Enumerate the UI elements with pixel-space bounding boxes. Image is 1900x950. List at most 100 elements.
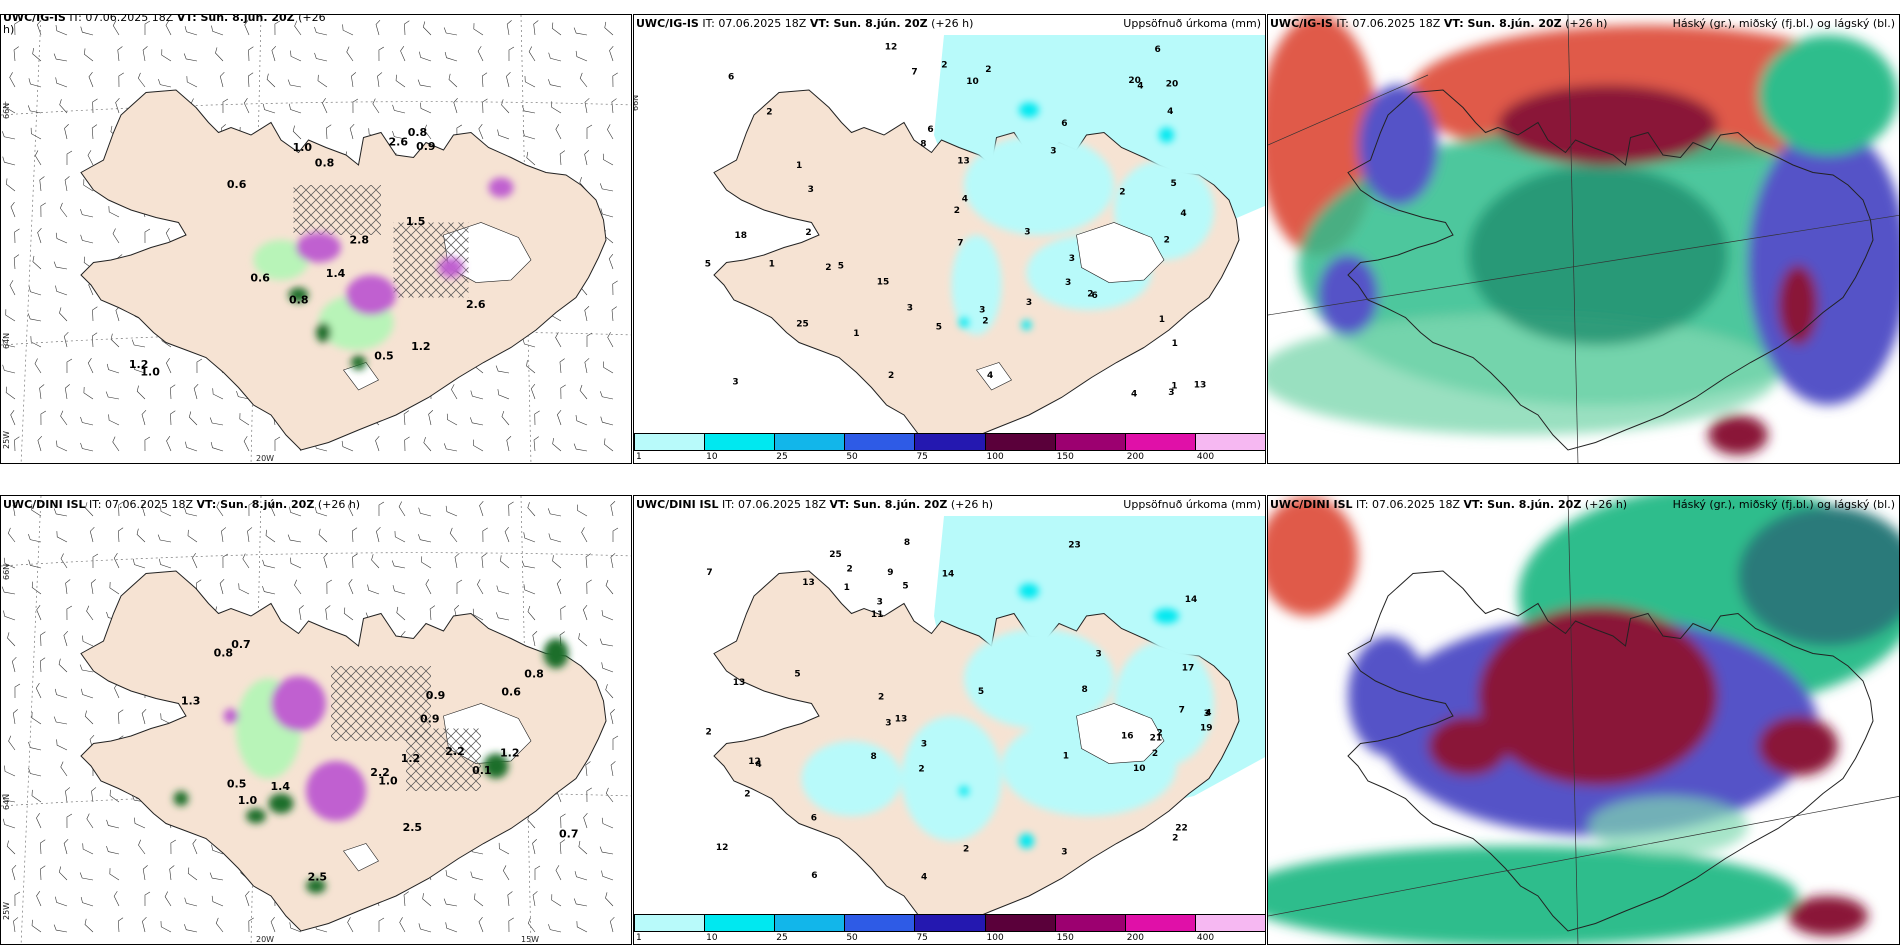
colorbar-tick: 25 xyxy=(776,452,788,462)
wind-barb xyxy=(584,358,590,374)
wind-barb xyxy=(551,894,562,907)
wind-barb xyxy=(248,501,255,517)
wind-barb xyxy=(603,361,614,374)
value-label: 3 xyxy=(808,185,814,195)
wind-barb xyxy=(80,896,94,907)
wind-barb xyxy=(349,123,355,140)
value-label: 1 xyxy=(769,259,775,269)
wind-barb xyxy=(211,25,224,36)
value-label: 2 xyxy=(1164,235,1170,245)
wind-barb xyxy=(82,635,94,647)
wind-barb xyxy=(375,435,380,452)
value-label: 17 xyxy=(1182,664,1195,674)
value-label: 2 xyxy=(941,60,947,70)
value-label: 6 xyxy=(811,813,817,823)
wind-barb xyxy=(9,72,16,88)
wind-barb xyxy=(473,439,484,452)
value-label: 2 xyxy=(888,371,894,381)
wind-barb xyxy=(605,892,614,907)
value-label: 5 xyxy=(936,322,942,332)
colorbar-box xyxy=(914,914,986,932)
colorbar-box xyxy=(1054,914,1126,932)
wind-barb xyxy=(245,890,250,907)
wind-barb xyxy=(1,586,16,595)
wind-barb xyxy=(30,336,42,348)
wind-barb xyxy=(109,868,120,881)
wind-barb xyxy=(607,332,614,348)
value-label: 0.8 xyxy=(524,667,544,680)
wind-barb xyxy=(298,605,304,621)
wind-barb xyxy=(165,20,172,36)
lat-label: 25W xyxy=(2,431,11,449)
wind-barb xyxy=(32,48,42,62)
panel-field-title: Uppsöfnuð úrkoma (mm) xyxy=(1123,498,1261,511)
wind-barb xyxy=(527,605,536,621)
value-label: 3 xyxy=(885,719,891,729)
wind-barb xyxy=(521,105,536,114)
value-label: 2.6 xyxy=(466,298,486,311)
wind-barb xyxy=(87,150,94,166)
wind-barb xyxy=(341,440,354,452)
wind-barb xyxy=(133,363,146,374)
value-label: 0.8 xyxy=(289,294,309,307)
wind-barb xyxy=(481,72,488,88)
wind-barb xyxy=(40,410,47,426)
wind-barb xyxy=(523,532,536,543)
wind-barb xyxy=(53,261,68,270)
lat-label: 66N xyxy=(634,95,640,111)
wind-barb xyxy=(287,534,302,543)
value-label: 0.8 xyxy=(315,156,335,169)
colorbar-tick: 200 xyxy=(1126,452,1144,462)
lat-label: 64N xyxy=(2,794,11,810)
wind-barb xyxy=(142,916,147,933)
wind-barb xyxy=(378,46,385,62)
colorbar-box xyxy=(914,433,986,451)
wind-barb xyxy=(292,125,302,140)
wind-barb xyxy=(501,99,510,114)
value-label: 4 xyxy=(1167,107,1173,117)
cloud-panel-dini: UWC/DINI ISL IT: 07.06.2025 18Z VT: Sun.… xyxy=(1267,495,1900,945)
wind-barb xyxy=(105,391,120,400)
wind-barb xyxy=(573,898,588,907)
wind-barb xyxy=(602,153,614,166)
colorbar-box xyxy=(1194,433,1265,451)
lon-label: 15W xyxy=(521,935,539,944)
wind-map: 0.50.80.70.71.21.02.51.41.32.22.22.51.00… xyxy=(1,496,631,944)
value-label: 12 xyxy=(716,843,729,853)
wind-barb xyxy=(500,555,510,569)
value-label: 0.6 xyxy=(250,272,270,285)
value-label: 2 xyxy=(963,845,969,855)
wind-barb xyxy=(504,526,510,543)
value-label: 2 xyxy=(847,564,853,574)
value-label: 14 xyxy=(942,570,955,580)
wind-barb xyxy=(28,78,42,88)
wind-barb xyxy=(584,306,590,322)
colorbar-tick: 100 xyxy=(986,933,1004,943)
wind-barb xyxy=(574,871,588,881)
wind-barb xyxy=(5,309,16,322)
value-label: 10 xyxy=(966,77,979,87)
wind-barb xyxy=(219,578,225,595)
wind-barb xyxy=(82,843,94,855)
wind-barb xyxy=(40,657,46,673)
value-label: 6 xyxy=(1155,45,1161,55)
wind-barb xyxy=(64,124,69,140)
wind-barb xyxy=(27,313,42,322)
wind-barb xyxy=(110,333,120,348)
wind-barb xyxy=(290,557,302,569)
wind-barb xyxy=(141,500,147,517)
value-label: 3 xyxy=(1050,147,1056,157)
wind-barb xyxy=(66,358,73,374)
wind-barb xyxy=(170,384,176,400)
wind-barb xyxy=(6,840,16,855)
colorbar-tick: 50 xyxy=(846,452,858,462)
wind-barb xyxy=(144,891,151,907)
value-label: 1.2 xyxy=(500,746,520,759)
precip-values: 1621261233454322126207212083457121315251… xyxy=(705,42,1206,399)
wind-barb xyxy=(585,553,591,569)
wind-barb xyxy=(581,527,588,543)
wind-barb xyxy=(423,437,432,452)
wind-barb xyxy=(83,387,94,400)
panel-field-title: Uppsöfnuð úrkoma (mm) xyxy=(1123,17,1261,30)
wind-barb xyxy=(599,846,614,855)
